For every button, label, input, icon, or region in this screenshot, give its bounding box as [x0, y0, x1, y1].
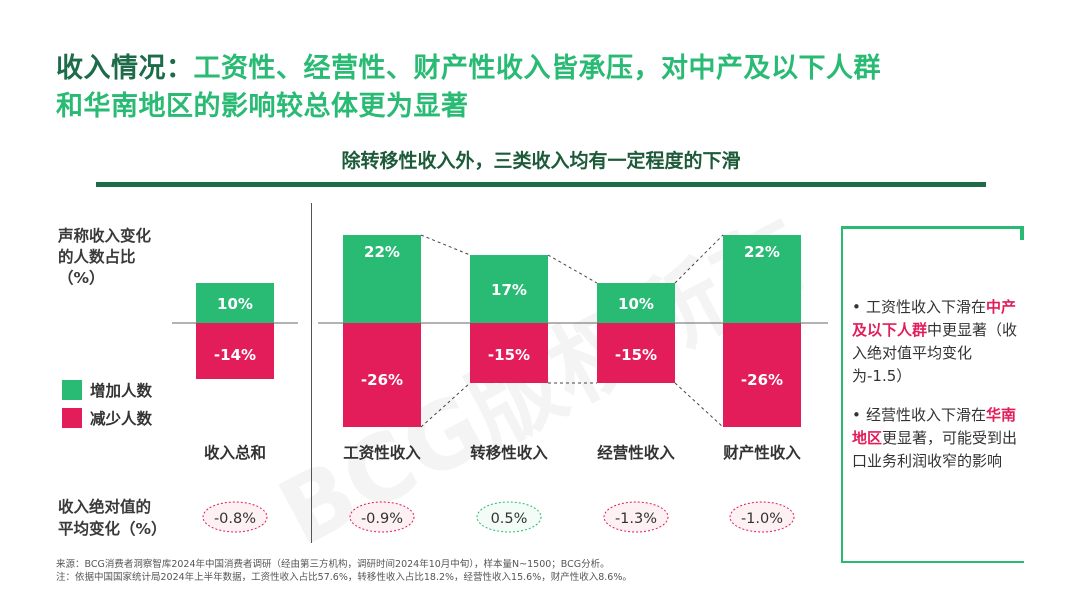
data-label-decrease: -26%: [361, 371, 403, 389]
data-label-increase: 10%: [618, 295, 654, 313]
callout-bullet: • 经营性收入下滑在华南地区更显著，可能受到出口业务利润收窄的影响: [852, 404, 1022, 473]
bullet-highlight: 中产及以下人群: [852, 298, 1017, 339]
bar-increase: [470, 255, 548, 323]
bar-increase: [343, 235, 421, 323]
title-line1: 工资性、经营性、财产性收入皆承压，对中产及以下人群: [193, 53, 881, 84]
connector-line: [674, 382, 724, 428]
bullet-text: 工资性收入下滑在: [866, 298, 987, 316]
bar-decrease: [597, 323, 675, 383]
data-label-increase: 17%: [491, 281, 527, 299]
avg-change-value: -0.8%: [214, 511, 256, 527]
title-prefix: 收入情况：: [56, 53, 194, 84]
bullet-dot: •: [852, 298, 861, 316]
row-label-line: 平均变化（%）: [58, 520, 167, 538]
legend-item-decrease: 减少人数: [62, 404, 152, 432]
callout-top-border: [841, 226, 1024, 229]
bar-decrease: [343, 323, 421, 427]
bullet-dot: •: [852, 406, 861, 424]
data-label-increase: 10%: [217, 295, 253, 313]
data-label-increase: 22%: [364, 243, 400, 261]
category-label: 收入总和: [204, 443, 266, 462]
callout-corner-tick: [1020, 226, 1024, 240]
connector-line: [547, 254, 598, 284]
connector-line: [674, 234, 724, 284]
title-line2: 和华南地区的影响较总体更为显著: [56, 91, 469, 122]
footnote-source: 来源：BCG消费者洞察智库2024年中国消费者调研（经由第三方机构，调研时间20…: [56, 559, 610, 570]
connector-line: [420, 234, 471, 256]
avg-change-value: -1.0%: [741, 511, 783, 527]
avg-change-ellipse: [349, 501, 415, 533]
bar-decrease: [723, 323, 801, 427]
data-label-decrease: -26%: [741, 371, 783, 389]
bar-decrease: [196, 323, 274, 379]
y-label-line: 声称收入变化: [58, 227, 152, 245]
avg-change-ellipse: [202, 501, 268, 533]
avg-change-ellipse: [476, 501, 542, 533]
footnote-note: 注：依据中国国家统计局2024年上半年数据，工资性收入占比57.6%，转移性收入…: [56, 572, 632, 583]
avg-change-ellipse: [729, 501, 795, 533]
category-label: 工资性收入: [343, 443, 421, 462]
chart-divider: [311, 203, 312, 543]
bullet-text: 中更显著（收入绝对值平均变化为-1.5）: [852, 321, 1018, 385]
bullet-highlight: 华南地区: [852, 406, 1017, 447]
avg-change-row-label: 收入绝对值的 平均变化（%）: [58, 496, 167, 540]
legend: 增加人数 减少人数: [62, 376, 152, 432]
data-label-increase: 22%: [744, 243, 780, 261]
y-label-line: 的人数占比: [58, 248, 136, 266]
data-label-decrease: -15%: [615, 346, 657, 364]
bar-increase: [196, 283, 274, 323]
bar-decrease: [470, 323, 548, 383]
category-label: 转移性收入: [470, 443, 548, 462]
callout-box: [841, 228, 1024, 563]
chart-subtitle: 除转移性收入外，三类收入均有一定程度的下滑: [341, 150, 741, 172]
avg-change-value: -0.9%: [361, 511, 403, 527]
legend-item-increase: 增加人数: [62, 376, 152, 404]
page-title: 收入情况：工资性、经营性、财产性收入皆承压，对中产及以下人群 和华南地区的影响较…: [56, 50, 1036, 126]
y-axis-label: 声称收入变化 的人数占比 （%）: [58, 226, 151, 289]
avg-change-value: 0.5%: [491, 511, 528, 527]
category-label: 经营性收入: [597, 443, 675, 462]
legend-label: 增加人数: [90, 382, 153, 400]
row-label-line: 收入绝对值的: [58, 498, 152, 516]
subtitle-rule: [96, 182, 986, 187]
legend-swatch-decrease: [62, 408, 82, 428]
avg-change-value: -1.3%: [615, 511, 657, 527]
data-label-decrease: -15%: [488, 346, 530, 364]
avg-change-ellipse: [603, 501, 669, 533]
connector-line: [420, 382, 471, 428]
bullet-text: 更显著，可能受到出口业务利润收窄的影响: [852, 429, 1018, 470]
category-label: 财产性收入: [723, 443, 801, 462]
data-label-decrease: -14%: [214, 346, 256, 364]
bullet-text: 经营性收入下滑在: [866, 406, 987, 424]
y-label-line: （%）: [58, 269, 105, 287]
legend-label: 减少人数: [90, 410, 153, 428]
callout-bullet: • 工资性收入下滑在中产及以下人群中更显著（收入绝对值平均变化为-1.5）: [852, 296, 1022, 388]
bar-increase: [723, 235, 801, 323]
bar-increase: [597, 283, 675, 323]
legend-swatch-increase: [62, 380, 82, 400]
